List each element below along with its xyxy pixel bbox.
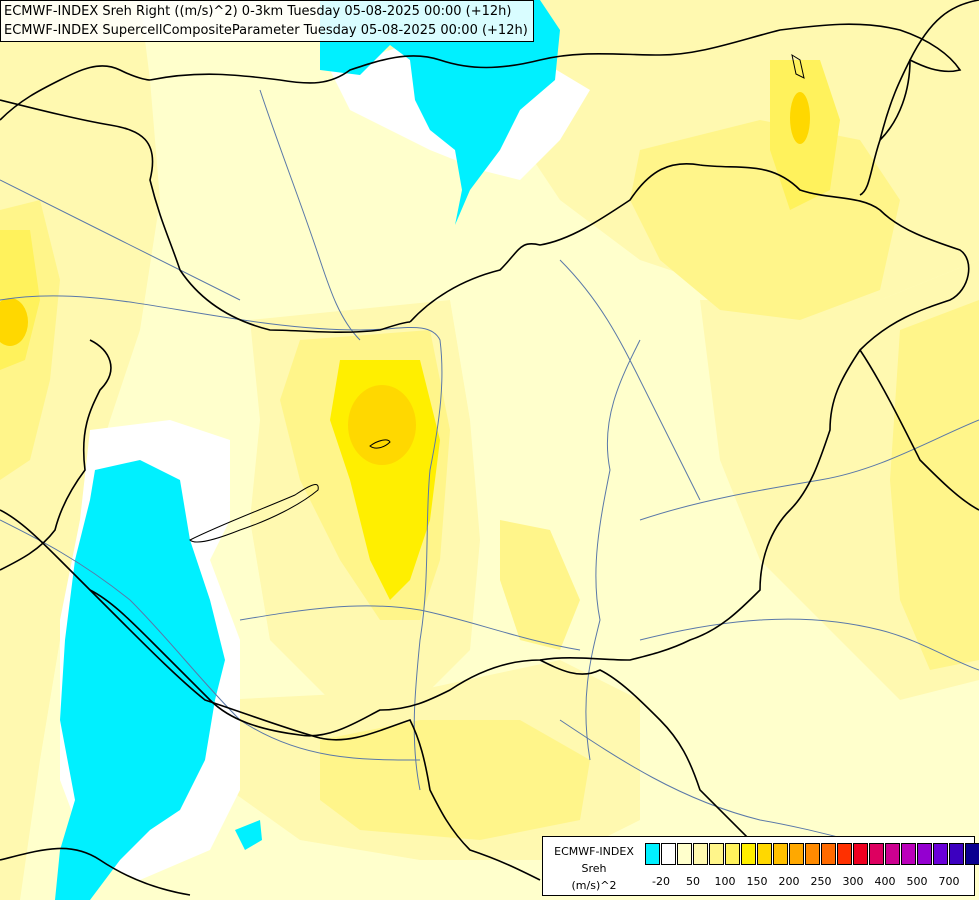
river-danube <box>0 295 443 791</box>
river-drava <box>239 605 581 651</box>
legend-swatch-6 <box>741 843 756 865</box>
field-mid-south <box>320 720 590 840</box>
legend-swatches <box>645 843 979 865</box>
river-east <box>639 419 979 521</box>
legend-swatch-4 <box>709 843 724 865</box>
legend-tick-label: 300 <box>842 875 864 888</box>
legend-tick-label: 100 <box>714 875 736 888</box>
field-mid-east <box>890 300 979 670</box>
field-cyan-west <box>55 460 225 900</box>
legend-swatch-13 <box>853 843 868 865</box>
legend-swatch-17 <box>917 843 932 865</box>
field-cyan-spot <box>235 820 262 850</box>
river-west-n <box>0 179 241 301</box>
legend-swatch-16 <box>901 843 916 865</box>
legend-variable: Sreh <box>581 862 607 875</box>
legend-swatch-1 <box>661 843 676 865</box>
lake-balaton <box>189 484 319 543</box>
legend-swatch-3 <box>693 843 708 865</box>
legend-swatch-14 <box>869 843 884 865</box>
map-title-line1: ECMWF-INDEX Sreh Right ((m/s)^2) 0-3km T… <box>4 4 512 19</box>
legend-swatch-15 <box>885 843 900 865</box>
legend-swatch-10 <box>805 843 820 865</box>
river-sava <box>0 519 421 761</box>
legend-tick-label: 200 <box>778 875 800 888</box>
legend-swatch-18 <box>933 843 948 865</box>
field-gold-ne <box>790 92 810 144</box>
legend-swatch-19 <box>949 843 964 865</box>
border-ukraine <box>879 0 979 141</box>
river-ne <box>559 259 701 501</box>
border-czech <box>0 65 151 121</box>
border-bosnia <box>0 847 191 896</box>
river-north <box>259 89 361 341</box>
legend-swatch-20 <box>965 843 979 865</box>
legend-tick-label: 400 <box>874 875 896 888</box>
legend-swatch-5 <box>725 843 740 865</box>
river-maros <box>639 618 979 671</box>
legend-swatch-12 <box>837 843 852 865</box>
border-slovenia <box>0 339 112 571</box>
legend-swatch-2 <box>677 843 692 865</box>
border-romania <box>859 349 979 511</box>
legend-tick-label: 700 <box>938 875 960 888</box>
border-hungary <box>89 163 970 737</box>
legend-swatch-11 <box>821 843 836 865</box>
river-tisza <box>585 339 641 761</box>
border-austria <box>0 99 411 334</box>
lake-small <box>369 439 391 449</box>
legend-swatch-7 <box>757 843 772 865</box>
legend-tick-label: 150 <box>746 875 768 888</box>
legend-swatch-8 <box>773 843 788 865</box>
legend-tick-label: 500 <box>906 875 928 888</box>
map-title-line2: ECMWF-INDEX SupercellCompositeParameter … <box>4 23 528 38</box>
legend-swatch-9 <box>789 843 804 865</box>
legend-swatch-0 <box>645 843 660 865</box>
field-gold-w <box>0 298 28 346</box>
color-legend: ECMWF-INDEX Sreh (m/s)^2 -20 50 100 150 200 2… <box>542 836 979 896</box>
legend-unit: (m/s)^2 <box>571 879 617 892</box>
legend-tick-label: 250 <box>810 875 832 888</box>
legend-source: ECMWF-INDEX <box>554 845 634 858</box>
border-croatia <box>0 509 541 881</box>
field-mid-river <box>500 520 580 650</box>
legend-tick-label: 50 <box>686 875 700 888</box>
legend-tick-label: -20 <box>652 875 670 888</box>
field-gold-center <box>348 385 416 465</box>
map-title-box: ECMWF-INDEX Sreh Right ((m/s)^2) 0-3km T… <box>0 0 534 42</box>
lake-ne <box>791 53 805 79</box>
field-cyan-north <box>320 0 560 225</box>
